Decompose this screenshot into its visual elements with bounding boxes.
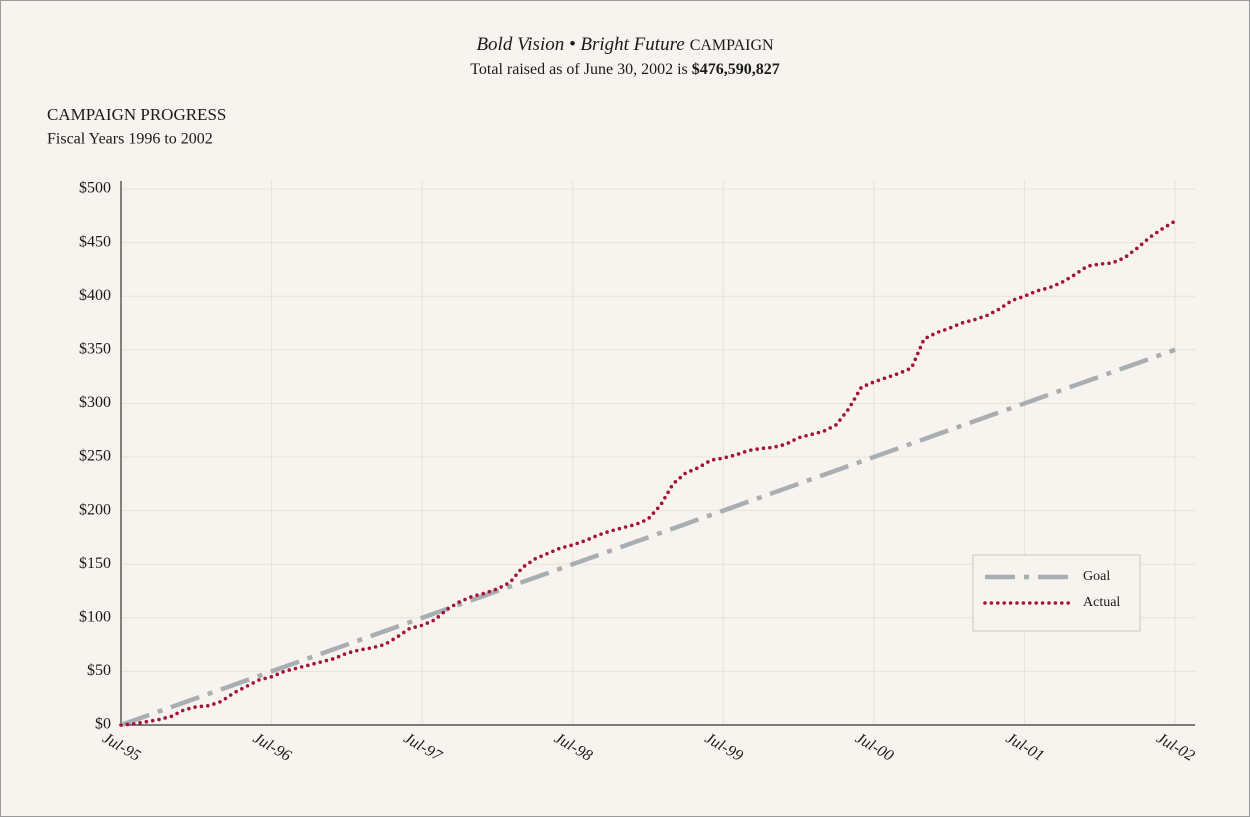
heading: CAMPAIGN PROGRESS <box>47 105 226 124</box>
subtitle-text: Total raised as of June 30, 2002 is <box>470 61 688 78</box>
y-tick-label: $500 <box>79 180 111 197</box>
y-tick-label: $0 <box>95 716 111 733</box>
series-line <box>119 219 1177 727</box>
y-tick-label: $300 <box>79 394 111 411</box>
legend-box <box>972 554 1141 632</box>
y-tick-label: $350 <box>79 340 111 357</box>
series-line <box>120 347 1176 728</box>
chart-title: Bold Vision • Bright Future CAMPAIGN <box>476 34 774 55</box>
chart-subtitle: Total raised as of June 30, 2002 is $476,… <box>470 61 780 78</box>
legend-label: Actual <box>1083 595 1120 610</box>
y-tick-label: $200 <box>79 501 111 518</box>
y-tick-label: $250 <box>79 448 111 465</box>
legend-label: Goal <box>1083 569 1110 584</box>
subheading: Fiscal Years 1996 to 2002 <box>47 131 213 148</box>
subtitle-amount: $476,590,827 <box>692 61 780 78</box>
title-word: CAMPAIGN <box>690 37 774 54</box>
title-main: Bold Vision • Bright Future <box>476 34 684 55</box>
y-tick-label: $100 <box>79 608 111 625</box>
y-tick-label: $400 <box>79 287 111 304</box>
y-tick-label: $50 <box>87 662 111 679</box>
y-tick-label: $450 <box>79 233 111 250</box>
y-tick-label: $150 <box>79 555 111 572</box>
